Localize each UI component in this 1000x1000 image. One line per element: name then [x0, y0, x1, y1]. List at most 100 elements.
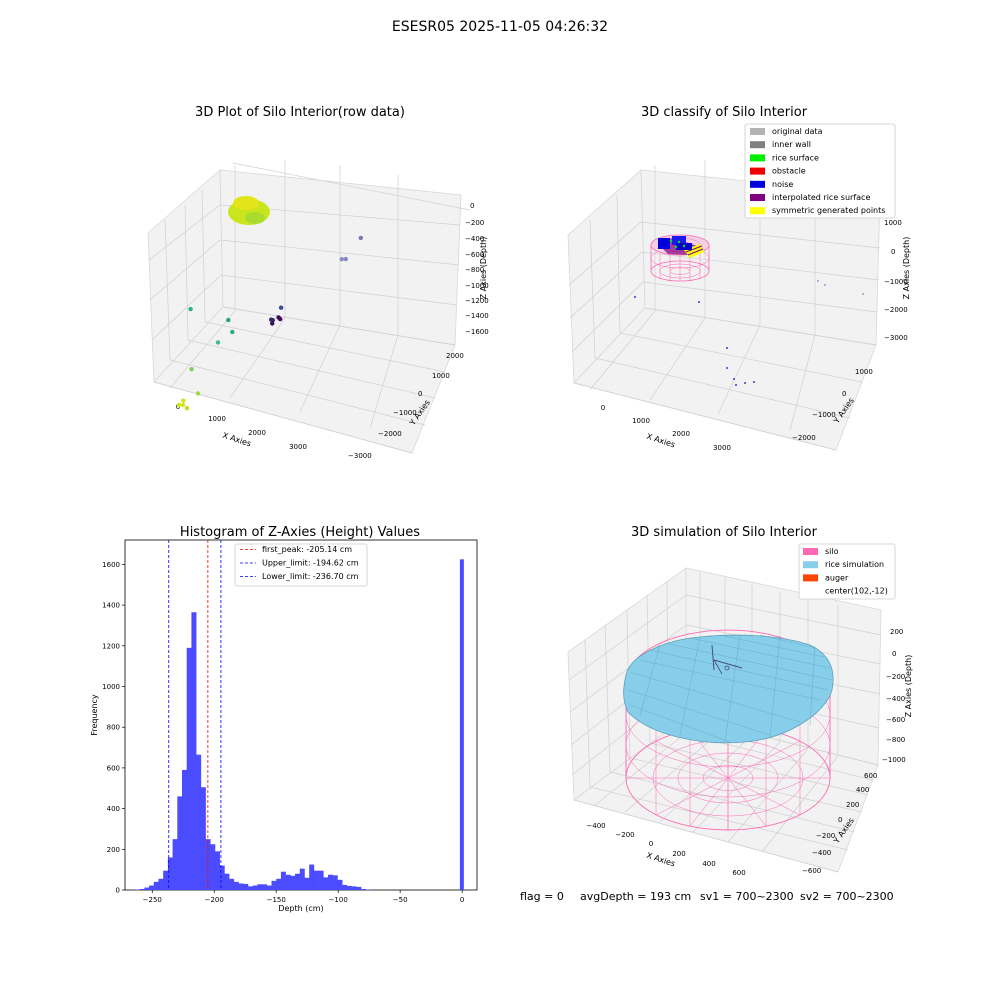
raw-scatter-point-6 [215, 340, 221, 345]
histogram-bar-18 [219, 865, 225, 890]
histogram-ytick-label-0: 0 [116, 887, 120, 895]
histogram-legend-label-1: Upper_limit: -194.62 cm [262, 559, 359, 568]
histogram-bar-24 [247, 886, 253, 890]
footer-sv2: sv2 = 700~2300 [800, 890, 894, 903]
footer-avg-depth: avgDepth = 193 cm [580, 890, 691, 903]
histogram-bar-4 [153, 881, 159, 890]
raw-scatter-point-12 [358, 235, 363, 241]
classify-ztick: 0 [891, 248, 895, 256]
raw-ytick: 1000 [432, 372, 450, 380]
sim-ztick: −400 [886, 695, 905, 703]
histogram-bar-35 [299, 868, 305, 890]
histogram-y-ticks: 0 200 400 600 800 1000 1200 1400 1600 [102, 561, 125, 895]
histogram-bar-9 [177, 796, 183, 890]
histogram-ytick-label-4: 800 [107, 724, 120, 732]
raw-ztick: −1000 [465, 282, 489, 290]
classify-ztick: −2000 [884, 306, 908, 314]
histogram-bar-6 [163, 870, 169, 890]
sim-ztick: 200 [890, 628, 903, 636]
raw-z-ticks: 0 −200 −400 −600 −800 −1000 −1200 −1400 … [465, 202, 489, 336]
histogram-legend-label-0: first_peak: -205.14 cm [262, 545, 352, 554]
histogram-bar-8 [172, 839, 178, 890]
sim-ytick: −200 [816, 832, 835, 840]
histogram-xtick-label-3: −100 [329, 896, 348, 904]
raw-zlabel: Z Axies (Depth) [479, 237, 488, 300]
classify-legend-swatch-5 [750, 194, 765, 201]
classify-ytick: 0 [842, 390, 846, 398]
histogram-bar-14 [200, 787, 206, 890]
histogram-bar-41 [328, 874, 334, 890]
histogram-xtick-label-4: −50 [393, 896, 408, 904]
histogram-bar-29 [271, 880, 277, 890]
histogram-bars [134, 559, 464, 890]
histogram-ylabel: Frequency [90, 694, 99, 736]
raw-scatter-point-9 [226, 317, 231, 323]
raw-gridlines [148, 160, 471, 454]
histogram-bar-33 [290, 875, 296, 890]
raw-scatter-point-1 [180, 402, 186, 408]
figure-suptitle: ESESR05 2025-11-05 04:26:32 [392, 19, 608, 35]
raw-scatter-point-18 [278, 316, 283, 322]
panel-raw-3d: 3D Plot of Silo Interior(row data) 0 100… [147, 105, 489, 460]
raw-scatter-point-3 [181, 398, 186, 403]
sim-ztick: −800 [886, 736, 905, 744]
histogram-bar-30 [276, 878, 282, 890]
sim-ytick: −600 [802, 867, 821, 875]
sim-legend-label-0: silo [825, 547, 839, 556]
histogram-bar-21 [233, 881, 239, 890]
raw-ztick: −200 [465, 219, 484, 227]
raw-scatter-point-10 [339, 257, 344, 262]
histogram-bar-5 [158, 878, 164, 890]
raw-rice-cluster [228, 196, 270, 225]
histogram-ytick-label-2: 400 [107, 805, 120, 813]
raw-scatter-point-11 [343, 256, 348, 262]
histogram-bar-45 [346, 885, 352, 890]
sim-ytick: 600 [864, 772, 877, 780]
panel-classify-3d: 3D classify of Silo Interior 0 1000 2000… [567, 105, 911, 452]
raw-scatter-point-4 [195, 391, 201, 396]
sim-ytick: 0 [838, 816, 842, 824]
histogram-reference-lines [168, 540, 222, 890]
classify-legend-label-4: noise [772, 180, 793, 189]
raw-y-ticks: −3000 −2000 −1000 0 1000 2000 [348, 352, 464, 460]
sim-legend-label-2: auger [825, 573, 849, 582]
histogram-bar-13 [196, 754, 202, 890]
raw-scatter-points [176, 235, 363, 411]
raw-scatter-point-13 [278, 305, 284, 310]
sim-xtick: 600 [732, 869, 745, 877]
raw-ytick: 2000 [446, 352, 464, 360]
histogram-xtick-label-2: −150 [267, 896, 286, 904]
raw-ztick: −1600 [465, 328, 489, 336]
classify-legend-label-6: symmetric generated points [772, 206, 885, 215]
classify-legend-swatch-0 [750, 128, 765, 135]
sim-ytick: 400 [856, 786, 869, 794]
raw-3d-title: 3D Plot of Silo Interior(row data) [195, 105, 405, 120]
histogram-bar-11 [186, 647, 192, 890]
histogram-ytick-label-8: 1600 [102, 561, 120, 569]
histogram-bar-32 [285, 874, 291, 890]
histogram-bar-26 [257, 884, 263, 890]
histogram-bar-23 [243, 883, 249, 890]
classify-legend-label-3: obstacle [772, 167, 806, 176]
classify-3d-title: 3D classify of Silo Interior [641, 105, 808, 120]
histogram-bar-3 [149, 885, 155, 890]
classify-legend-swatch-4 [750, 180, 765, 188]
classify-zlabel: Z Axies (Depth) [902, 237, 911, 300]
classify-legend: original data inner wall rice surface obsta… [744, 123, 896, 219]
footer-flag: flag = 0 [520, 890, 564, 903]
histogram-bar-7 [167, 857, 173, 890]
histogram-ytick-label-6: 1200 [102, 642, 120, 650]
histogram-xtick-label-1: −200 [205, 896, 224, 904]
histogram-ytick-label-7: 1400 [102, 602, 120, 610]
classify-x-ticks: 0 1000 2000 3000 [601, 404, 731, 452]
classify-legend-swatch-3 [750, 167, 765, 175]
sim-legend-label-1: rice simulation [825, 560, 884, 569]
simulation-3d-title: 3D simulation of Silo Interior [631, 525, 818, 540]
histogram-bar-28 [266, 885, 272, 890]
classify-legend-label-5: interpolated rice surface [772, 193, 870, 202]
raw-ztick: −800 [465, 266, 484, 274]
classify-legend-swatch-2 [750, 154, 765, 162]
sim-ztick: −1000 [882, 756, 906, 764]
sim-legend-label-3: center(102,-12) [825, 587, 888, 596]
histogram-ytick-label-5: 1000 [102, 683, 120, 691]
